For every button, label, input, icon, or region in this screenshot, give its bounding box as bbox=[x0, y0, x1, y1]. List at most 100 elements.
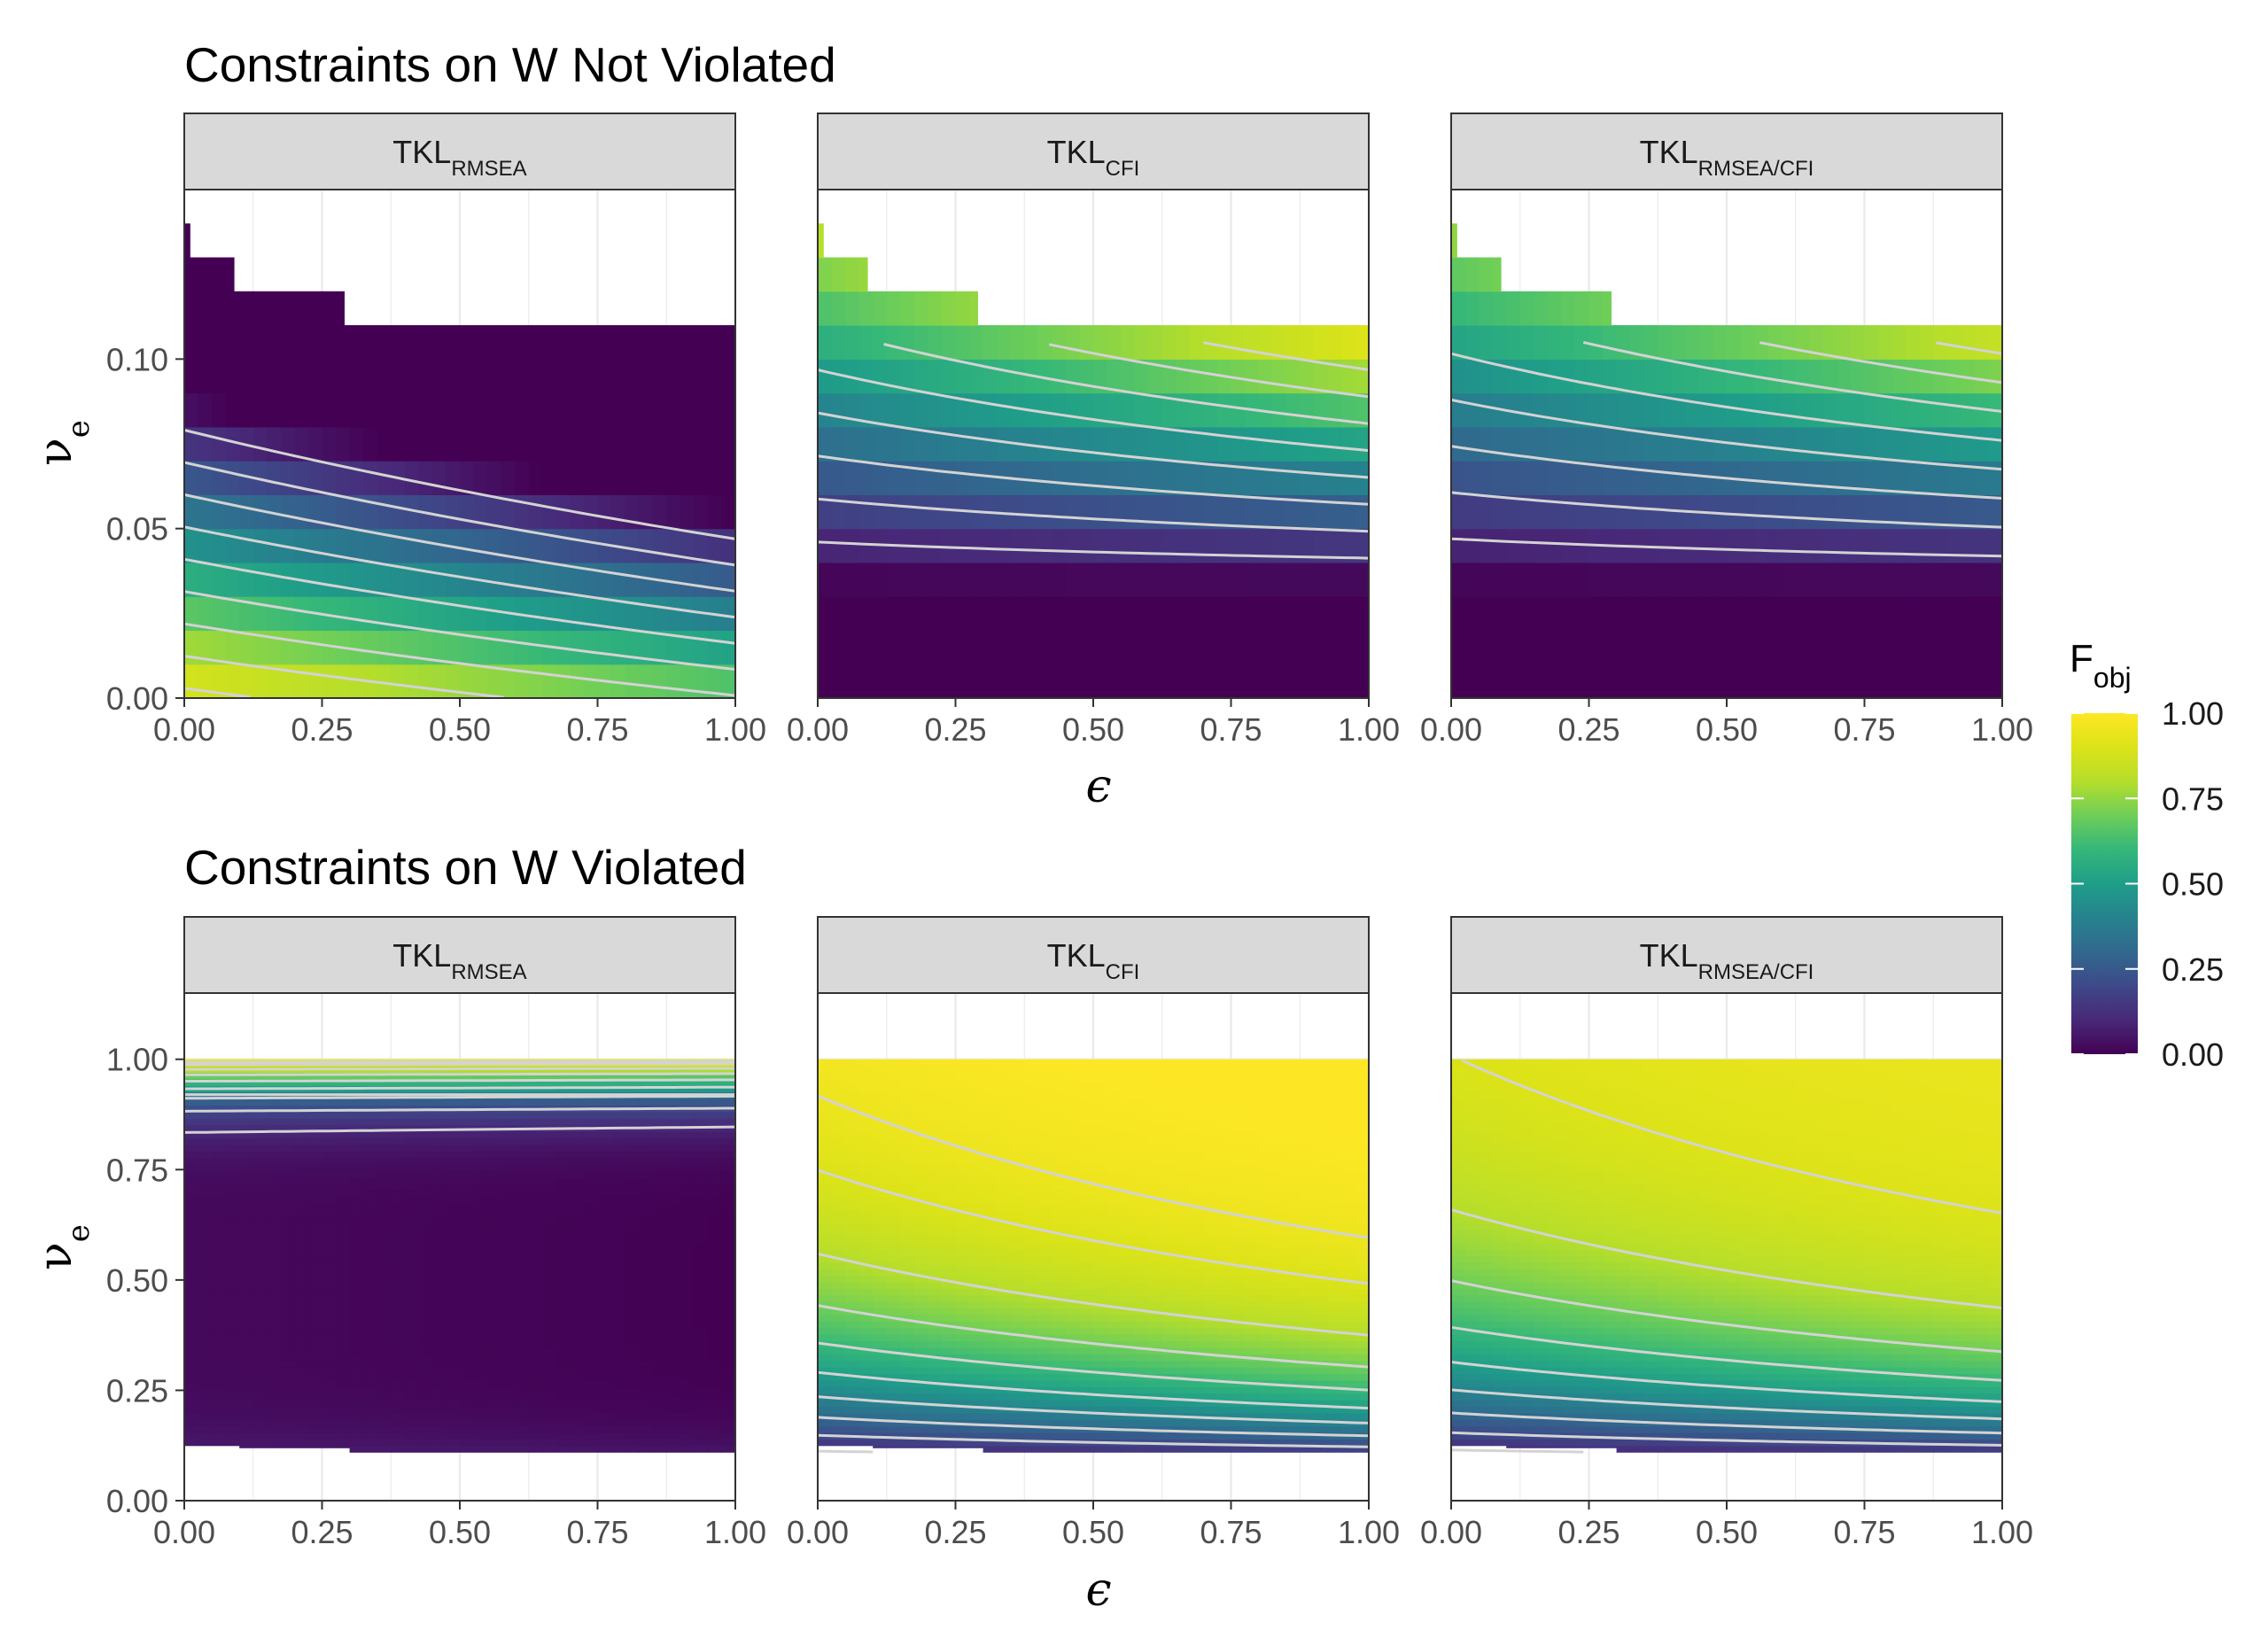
heatmap-tile bbox=[515, 1249, 530, 1257]
heatmap-tile bbox=[391, 528, 406, 563]
heatmap-tile bbox=[1216, 1308, 1232, 1316]
heatmap-tile bbox=[1272, 1432, 1287, 1440]
heatmap-tile bbox=[611, 325, 626, 360]
heatmap-tile bbox=[928, 1367, 943, 1375]
heatmap-tile bbox=[267, 1184, 282, 1191]
heatmap-tile bbox=[652, 1400, 667, 1408]
heatmap-tile bbox=[528, 392, 543, 428]
heatmap-tile bbox=[707, 1190, 723, 1198]
heatmap-tile bbox=[694, 1439, 709, 1447]
heatmap-tile bbox=[1988, 596, 2003, 632]
heatmap-tile bbox=[1231, 1367, 1246, 1375]
heatmap-tile bbox=[1093, 664, 1108, 699]
heatmap-tile bbox=[377, 1321, 392, 1329]
heatmap-tile bbox=[1024, 1321, 1039, 1329]
heatmap-tile bbox=[611, 1170, 626, 1178]
heatmap-tile bbox=[1203, 1347, 1218, 1354]
heatmap-tile bbox=[349, 1321, 364, 1329]
heatmap-tile bbox=[941, 1439, 957, 1447]
heatmap-tile bbox=[212, 1269, 227, 1277]
heatmap-tile bbox=[694, 426, 709, 462]
heatmap-tile bbox=[460, 1157, 475, 1165]
heatmap-tile bbox=[583, 494, 599, 530]
heatmap-tile bbox=[431, 494, 447, 530]
heatmap-tile bbox=[487, 1412, 502, 1420]
heatmap-tile bbox=[267, 1393, 282, 1401]
heatmap-tile bbox=[267, 325, 282, 360]
heatmap-tile bbox=[336, 1196, 351, 1204]
heatmap-tile bbox=[1161, 1282, 1177, 1290]
heatmap-tile bbox=[997, 1308, 1012, 1316]
heatmap-tile bbox=[694, 1288, 709, 1296]
heatmap-tile bbox=[1451, 630, 1466, 665]
heatmap-tile bbox=[446, 359, 461, 394]
heatmap-tile bbox=[198, 1386, 213, 1394]
heatmap-tile bbox=[983, 1340, 998, 1348]
heatmap-tile bbox=[515, 1203, 530, 1211]
heatmap-tile bbox=[721, 1184, 736, 1191]
heatmap-tile bbox=[983, 1439, 998, 1447]
heatmap-tile bbox=[515, 1432, 530, 1440]
heatmap-tile bbox=[349, 1170, 364, 1178]
heatmap-tile bbox=[900, 1412, 915, 1420]
heatmap-tile bbox=[555, 1439, 571, 1447]
heatmap-tile bbox=[721, 1269, 736, 1277]
heatmap-tile bbox=[1037, 426, 1052, 462]
heatmap-tile bbox=[294, 1340, 309, 1348]
heatmap-tile bbox=[1245, 325, 1260, 360]
heatmap-tile bbox=[1272, 1347, 1287, 1354]
heatmap-tile bbox=[487, 1242, 502, 1250]
heatmap-tile bbox=[404, 1393, 419, 1401]
heatmap-tile bbox=[460, 1249, 475, 1257]
heatmap-tile bbox=[1010, 1334, 1025, 1342]
heatmap-tile bbox=[336, 1072, 351, 1080]
heatmap-tile bbox=[1010, 1301, 1025, 1309]
heatmap-tile bbox=[446, 1216, 461, 1224]
heatmap-tile bbox=[267, 1432, 282, 1440]
heatmap-tile bbox=[831, 1386, 846, 1394]
heatmap-tile bbox=[349, 1151, 364, 1159]
heatmap-tile bbox=[487, 1157, 502, 1165]
heatmap-tile bbox=[1052, 325, 1067, 360]
heatmap-tile bbox=[1037, 461, 1052, 495]
heatmap-tile bbox=[1506, 562, 1521, 597]
heatmap-tile bbox=[267, 1098, 282, 1106]
heatmap-tile bbox=[831, 1321, 846, 1329]
heatmap-tile bbox=[184, 494, 199, 530]
heatmap-tile bbox=[1616, 426, 1631, 462]
heatmap-tile bbox=[1024, 1412, 1039, 1420]
heatmap-tile bbox=[1630, 494, 1645, 530]
heatmap-tile bbox=[611, 1176, 626, 1184]
heatmap-tile bbox=[252, 1124, 268, 1132]
heatmap-tile bbox=[198, 1301, 213, 1309]
heatmap-tile bbox=[955, 596, 970, 632]
heatmap-tile bbox=[721, 1379, 736, 1387]
heatmap-tile bbox=[418, 1282, 433, 1290]
heatmap-tile bbox=[913, 1347, 928, 1354]
heatmap-tile bbox=[377, 1170, 392, 1178]
heatmap-tile bbox=[1464, 630, 1480, 665]
heatmap-tile bbox=[1161, 1386, 1177, 1394]
heatmap-tile bbox=[1203, 1301, 1218, 1309]
heatmap-tile bbox=[322, 1131, 337, 1139]
heatmap-tile bbox=[252, 1308, 268, 1316]
heatmap-tile bbox=[873, 1373, 888, 1381]
heatmap-tile bbox=[1464, 562, 1480, 597]
heatmap-tile bbox=[1148, 664, 1163, 699]
heatmap-tile bbox=[267, 1105, 282, 1113]
heatmap-tile bbox=[625, 1367, 640, 1375]
heatmap-tile bbox=[198, 461, 213, 495]
heatmap-tile bbox=[845, 494, 860, 530]
heatmap-tile bbox=[652, 1098, 667, 1106]
heatmap-tile bbox=[515, 1144, 530, 1152]
heatmap-tile bbox=[680, 1406, 695, 1414]
heatmap-tile bbox=[1713, 630, 1728, 665]
heatmap-tile bbox=[1052, 359, 1067, 394]
heatmap-tile bbox=[212, 1367, 227, 1375]
heatmap-tile bbox=[1079, 325, 1094, 360]
heatmap-tile bbox=[983, 1314, 998, 1322]
heatmap-tile bbox=[501, 1078, 516, 1086]
heatmap-tile bbox=[1065, 1301, 1081, 1309]
heatmap-tile bbox=[1479, 291, 1494, 326]
heatmap-tile bbox=[391, 1412, 406, 1420]
